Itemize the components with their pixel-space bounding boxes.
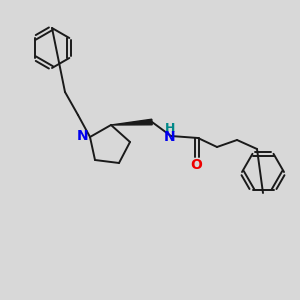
Text: O: O (190, 158, 202, 172)
Text: N: N (77, 129, 89, 143)
Text: N: N (164, 130, 176, 144)
Text: H: H (165, 122, 175, 134)
Polygon shape (111, 119, 152, 125)
